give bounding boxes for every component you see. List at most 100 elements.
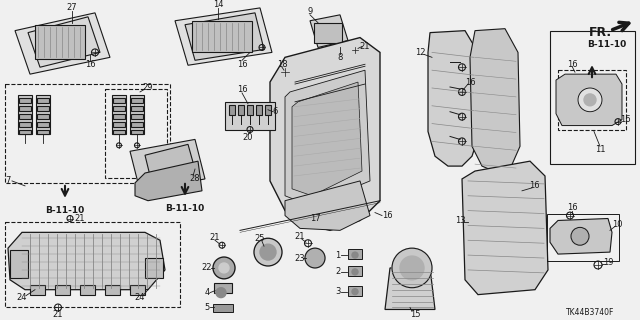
Bar [247, 105, 253, 115]
Polygon shape [130, 140, 205, 191]
Polygon shape [28, 17, 100, 67]
Text: 21: 21 [52, 310, 63, 319]
Bar [5, 222, 180, 308]
Text: 23: 23 [294, 253, 305, 262]
Bar [131, 114, 143, 119]
Bar [131, 98, 143, 103]
Bar [131, 122, 143, 126]
Text: 12: 12 [415, 48, 425, 57]
Text: 19: 19 [603, 259, 613, 268]
Text: 21: 21 [210, 233, 220, 242]
Bar [80, 285, 95, 295]
Bar [265, 105, 271, 115]
Text: 21: 21 [75, 214, 85, 223]
Polygon shape [428, 31, 480, 166]
Bar [348, 286, 362, 296]
Text: 16: 16 [529, 181, 540, 190]
Text: 25: 25 [255, 234, 265, 243]
Bar [113, 130, 125, 134]
Text: 21: 21 [295, 232, 305, 241]
Polygon shape [135, 161, 202, 201]
Text: 4: 4 [204, 288, 210, 297]
Bar [105, 89, 167, 178]
Polygon shape [175, 8, 272, 65]
Circle shape [400, 256, 424, 280]
Text: B-11-10: B-11-10 [588, 40, 627, 49]
Polygon shape [550, 219, 612, 254]
Bar [229, 105, 235, 115]
Text: B-11-10: B-11-10 [45, 206, 84, 215]
Bar [256, 105, 262, 115]
Bar [550, 31, 635, 164]
Circle shape [352, 289, 358, 295]
Polygon shape [556, 74, 622, 125]
Text: 27: 27 [67, 4, 77, 12]
Bar [37, 130, 49, 134]
Text: 16: 16 [465, 77, 476, 86]
Text: 24: 24 [135, 293, 145, 302]
Text: 16: 16 [237, 85, 247, 94]
Bar [348, 249, 362, 259]
Bar [18, 95, 32, 134]
Bar [113, 122, 125, 126]
Text: B-11-10: B-11-10 [165, 204, 205, 213]
Bar [105, 285, 120, 295]
Text: 15: 15 [410, 310, 420, 319]
Text: 3: 3 [335, 287, 340, 296]
Bar [113, 98, 125, 103]
Circle shape [352, 269, 358, 275]
Text: 6: 6 [272, 107, 278, 116]
Bar [10, 250, 28, 278]
Polygon shape [270, 37, 380, 230]
Circle shape [213, 257, 235, 279]
Polygon shape [285, 181, 370, 230]
Text: 13: 13 [454, 216, 465, 225]
Bar [37, 122, 49, 126]
Bar [30, 285, 45, 295]
Bar [130, 285, 145, 295]
Polygon shape [310, 15, 348, 47]
Bar [5, 84, 170, 183]
Text: 8: 8 [337, 53, 342, 62]
Text: TK44B3740F: TK44B3740F [566, 308, 614, 317]
Bar [19, 130, 31, 134]
Circle shape [352, 252, 358, 258]
Polygon shape [470, 29, 520, 173]
Circle shape [305, 248, 325, 268]
Bar [314, 23, 342, 43]
Text: 28: 28 [189, 174, 200, 183]
Bar [547, 213, 619, 261]
Polygon shape [285, 70, 370, 206]
Text: 14: 14 [212, 0, 223, 9]
Text: 5: 5 [204, 303, 210, 312]
Bar [19, 98, 31, 103]
Bar [238, 105, 244, 115]
Bar [112, 95, 126, 134]
Text: 9: 9 [307, 7, 312, 16]
Text: 16: 16 [237, 60, 247, 69]
Polygon shape [145, 144, 196, 184]
Bar [348, 266, 362, 276]
Bar [214, 283, 232, 293]
Text: 16: 16 [84, 60, 95, 69]
Text: 2: 2 [335, 268, 340, 276]
Text: 21: 21 [360, 42, 371, 51]
Text: 16: 16 [381, 211, 392, 220]
Bar [131, 106, 143, 111]
Bar [19, 114, 31, 119]
Bar [37, 114, 49, 119]
Bar [35, 25, 85, 59]
Bar [19, 122, 31, 126]
Circle shape [578, 88, 602, 112]
Text: 11: 11 [595, 145, 605, 154]
Text: 24: 24 [17, 293, 28, 302]
Bar [55, 285, 70, 295]
Bar [558, 70, 626, 130]
Bar [145, 258, 163, 278]
Polygon shape [8, 232, 165, 290]
Text: FR.: FR. [588, 26, 612, 39]
Text: 10: 10 [612, 220, 622, 229]
Circle shape [392, 248, 432, 288]
Bar [113, 114, 125, 119]
Circle shape [260, 244, 276, 260]
